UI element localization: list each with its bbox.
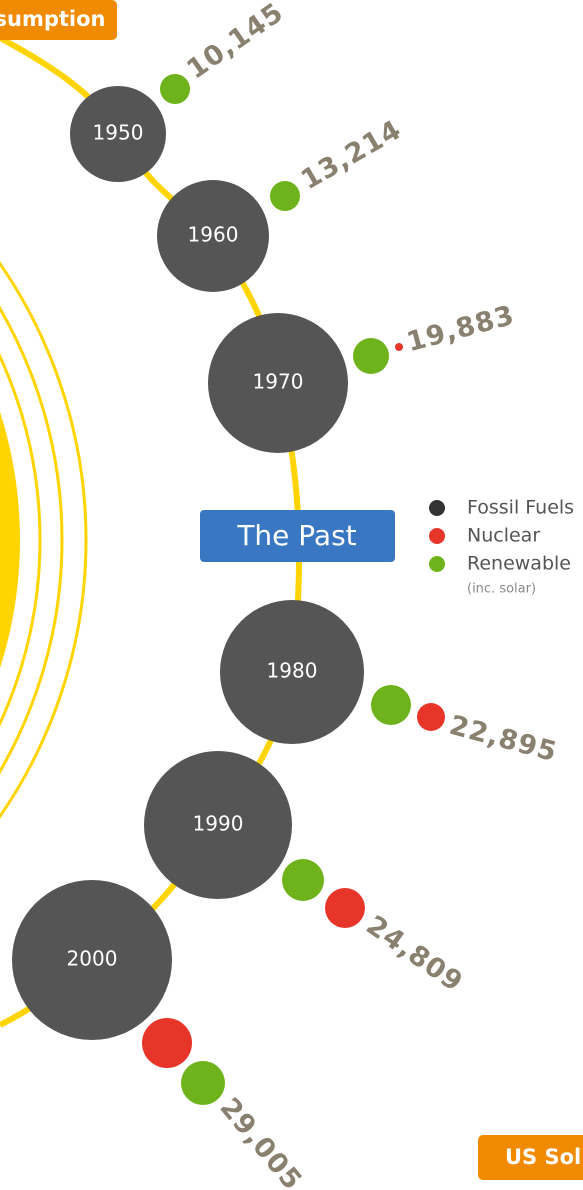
footer-tag-bg xyxy=(478,1135,583,1180)
legend-note: (inc. solar) xyxy=(467,582,536,597)
decade-year: 1990 xyxy=(193,812,244,836)
decade-total: 13,214 xyxy=(296,114,407,196)
header-tag: sumption xyxy=(0,7,105,31)
decade-circle xyxy=(12,880,172,1040)
source-dot xyxy=(395,343,403,351)
sun-ring xyxy=(0,261,88,819)
decade-year: 1960 xyxy=(188,223,239,247)
decade-circle xyxy=(144,751,292,899)
source-dot xyxy=(142,1018,192,1068)
header-tag-bg xyxy=(0,0,117,40)
decade-total: 29,005 xyxy=(213,1092,308,1190)
decade-total: 24,809 xyxy=(361,910,469,999)
sun-ring xyxy=(0,353,42,727)
decade-total: 10,145 xyxy=(181,0,289,85)
sun-ring xyxy=(0,306,64,774)
legend-swatch xyxy=(429,500,445,516)
source-dot xyxy=(282,859,324,901)
decade-circle xyxy=(157,180,269,292)
decade-year: 1950 xyxy=(93,121,144,145)
source-dot xyxy=(353,338,389,374)
decade-circle xyxy=(208,313,348,453)
sun-core xyxy=(0,412,20,668)
section-title: The Past xyxy=(236,519,356,552)
decade-circle xyxy=(70,86,166,182)
legend-swatch xyxy=(429,528,445,544)
section-tag-bg xyxy=(200,510,395,562)
legend-swatch xyxy=(429,556,445,572)
source-dot xyxy=(371,685,411,725)
decade-circle xyxy=(220,600,364,744)
decade-year: 2000 xyxy=(67,947,118,971)
source-dot xyxy=(181,1061,225,1105)
legend: Fossil Fuels Nuclear Renewable xyxy=(429,497,574,575)
legend-label: Renewable xyxy=(467,553,571,575)
footer-tag: US Sol xyxy=(505,1145,581,1169)
sun xyxy=(0,261,88,819)
legend-label: Fossil Fuels xyxy=(467,497,574,519)
source-dot xyxy=(270,181,300,211)
source-dot xyxy=(325,888,365,928)
decade-total: 19,883 xyxy=(404,300,518,358)
legend-label: Nuclear xyxy=(467,525,540,547)
decade-year: 1980 xyxy=(267,659,318,683)
decade-year: 1970 xyxy=(253,370,304,394)
decade-total: 22,895 xyxy=(446,710,560,768)
source-dot xyxy=(417,703,445,731)
source-dot xyxy=(160,74,190,104)
